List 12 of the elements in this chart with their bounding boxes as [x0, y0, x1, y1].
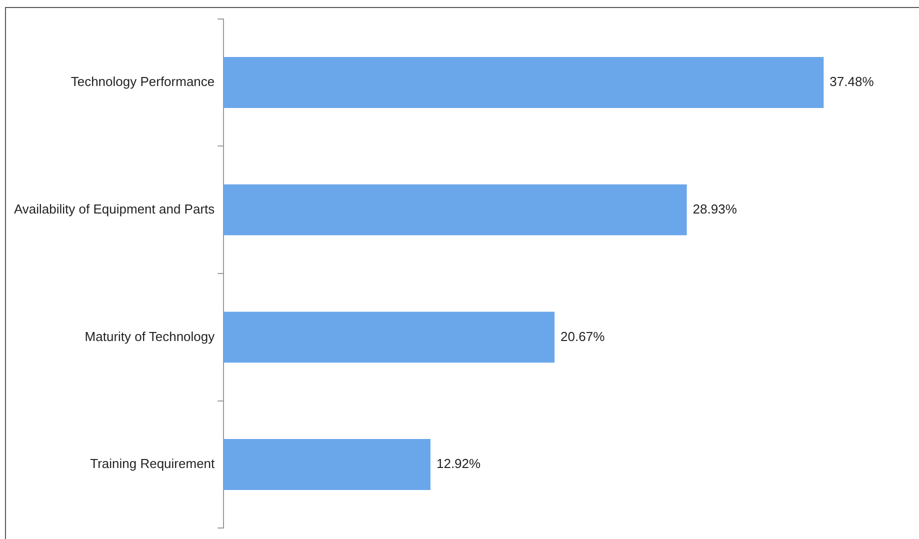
y-tick-label: Availability of Equipment and Parts	[14, 201, 216, 216]
bar	[224, 439, 430, 490]
data-label: 28.93%	[692, 201, 738, 216]
y-tick-label: Maturity of Technology	[84, 328, 216, 344]
bar	[224, 57, 824, 108]
y-tick-label: Training Requirement	[90, 456, 216, 472]
y-tick-label: Technology Performance	[70, 74, 215, 90]
bar	[224, 312, 555, 363]
data-label: 12.92%	[436, 456, 482, 472]
data-label: 20.67%	[560, 328, 606, 344]
bar	[224, 184, 687, 236]
data-label: 37.48%	[830, 74, 874, 90]
